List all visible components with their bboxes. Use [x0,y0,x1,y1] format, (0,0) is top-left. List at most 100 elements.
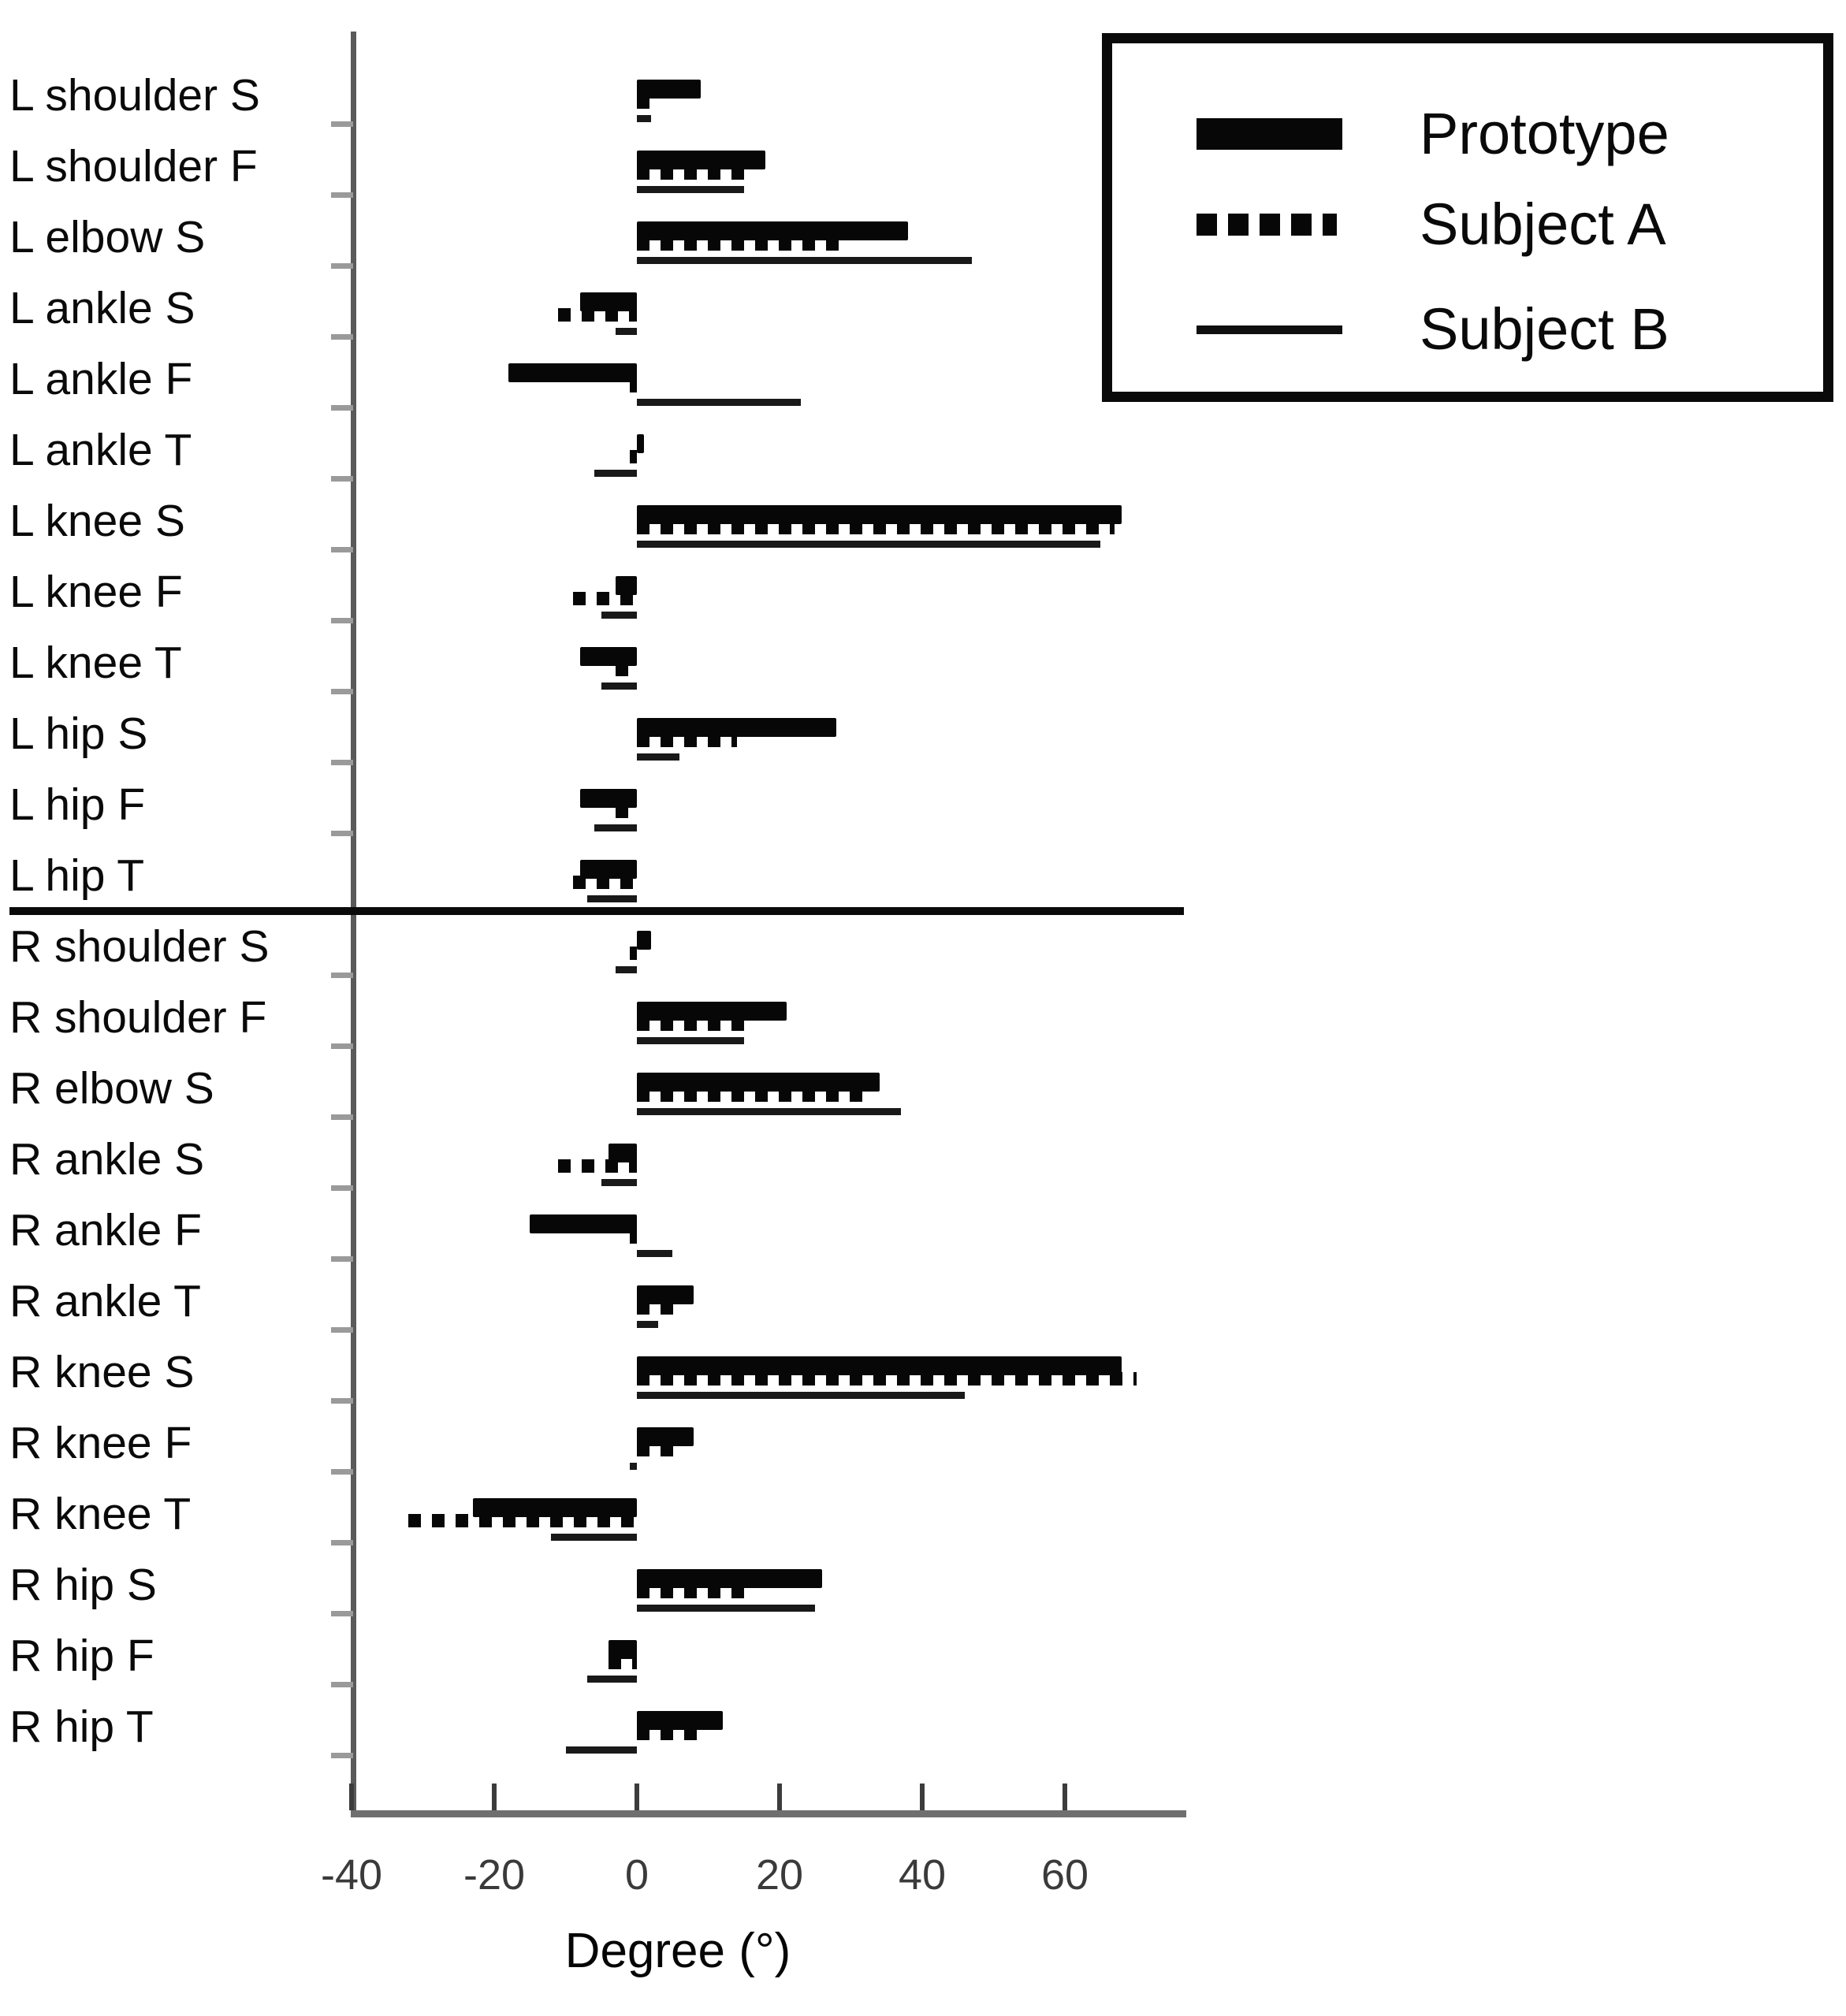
y-axis-tick [331,831,353,836]
category-label: R ankle F [9,1205,202,1255]
bar-subject-a [637,521,1115,534]
bar-subject-b [637,541,1101,548]
category-label: R elbow S [9,1063,214,1114]
legend-item-prototype: Prototype [1112,99,1823,169]
category-label: R knee F [9,1418,192,1468]
category-label: R shoulder F [9,992,267,1043]
category-label: L hip T [9,850,145,901]
y-axis-tick [331,760,353,765]
bar-subject-a [558,308,637,322]
bar-subject-b [637,1605,816,1612]
y-axis-tick [331,1682,353,1687]
y-axis-tick [331,618,353,623]
bar-subject-a [637,1017,751,1031]
bar-subject-b [565,1746,637,1754]
y-axis-tick [331,1114,353,1120]
bar-subject-a [615,663,637,676]
y-axis-tick [331,1327,353,1333]
bar-subject-b [637,1108,901,1115]
bar-subject-a [637,1727,702,1740]
y-axis-tick [331,192,353,198]
x-axis-tick-label: -40 [320,1851,383,1899]
category-label: L elbow S [9,212,206,262]
bar-subject-b [637,257,973,264]
category-label: R hip F [9,1631,154,1681]
bar-subject-b [629,1463,637,1470]
category-label: L hip F [9,779,146,830]
category-label: L ankle S [9,283,195,333]
bar-subject-a [572,592,637,605]
x-axis-tick [920,1784,925,1810]
bar-subject-b [615,328,637,335]
category-label: L knee T [9,638,182,688]
bar-subject-b [637,1037,744,1044]
bar-subject-a [637,95,652,109]
y-axis-tick [331,476,353,482]
bar-subject-a [637,1088,865,1102]
y-axis-tick [331,1540,353,1545]
category-label: R ankle S [9,1134,205,1185]
bar-subject-a [408,1514,637,1527]
subject-b-line-swatch [1197,325,1342,334]
bar-subject-a [615,805,637,818]
y-axis-tick [331,1043,353,1049]
y-axis-tick [331,1753,353,1758]
x-axis-title: Degree (°) [564,1924,791,1978]
group-divider [9,907,1184,915]
subject-a-line-swatch [1197,214,1337,236]
bar-subject-b [637,186,744,193]
bar-prototype [637,434,645,453]
category-label: L ankle F [9,354,193,404]
x-axis-line [351,1810,1186,1817]
y-axis-tick [331,1398,353,1404]
bar-subject-a [637,734,737,747]
bar-subject-b [615,966,637,973]
bar-subject-a [629,379,637,392]
y-axis-tick [331,263,353,269]
category-label: L shoulder S [9,70,260,121]
bar-subject-b [601,612,637,619]
bar-subject-b [594,824,637,831]
y-axis-tick [331,1469,353,1475]
x-axis-tick [777,1784,782,1810]
category-label: R knee T [9,1489,192,1539]
bar-subject-b [637,753,680,761]
bar-subject-b [637,1392,966,1399]
legend-item-subject-a: Subject A [1112,189,1823,260]
bar-subject-a [572,876,637,889]
bar-subject-a [637,1301,680,1315]
prototype-line-swatch [1197,118,1342,150]
legend-item-subject-b: Subject B [1112,294,1823,365]
y-axis-tick [331,1256,353,1262]
category-label: R knee S [9,1347,195,1397]
x-axis-tick-label: 0 [624,1851,649,1899]
x-axis-tick-label: 40 [898,1851,947,1899]
bar-prototype [637,931,652,950]
y-axis-tick [331,547,353,552]
legend-label-subject-a: Subject A [1420,192,1666,257]
bar-subject-a [608,1656,637,1669]
bar-subject-a [637,166,751,180]
category-label: L shoulder F [9,141,258,192]
legend: Prototype Subject A Subject B [1102,33,1833,402]
category-label: R hip S [9,1560,157,1610]
bar-subject-a [629,1230,637,1244]
legend-label-prototype: Prototype [1420,101,1669,166]
y-axis-tick [331,121,353,127]
y-axis-tick [331,689,353,694]
y-axis-tick [331,405,353,411]
bar-subject-b [601,1179,637,1186]
x-axis-tick-label: 20 [755,1851,804,1899]
bar-subject-a [637,1585,744,1598]
legend-label-subject-b: Subject B [1420,296,1669,362]
bar-subject-a [629,450,637,463]
bar-prototype [508,363,637,382]
category-label: L knee F [9,567,183,617]
y-axis-tick [331,1611,353,1616]
category-label: L knee S [9,496,185,546]
y-axis-tick [331,973,353,978]
bar-prototype [530,1214,637,1233]
bar-subject-a [637,1372,1137,1386]
bar-subject-b [637,399,802,406]
